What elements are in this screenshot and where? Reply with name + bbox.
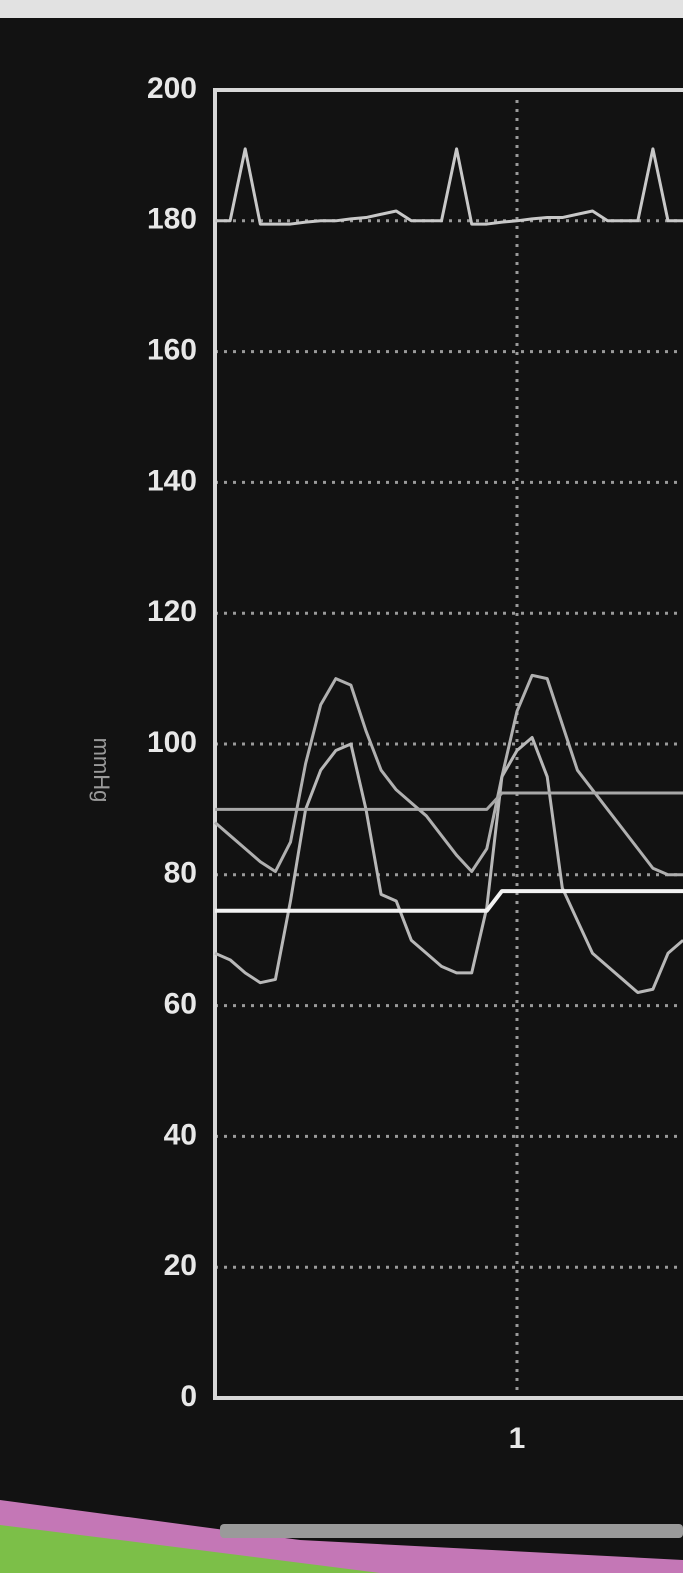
y-tick-label: 60 bbox=[164, 988, 197, 1021]
y-tick-label: 0 bbox=[180, 1380, 197, 1413]
line bbox=[215, 791, 683, 811]
line bbox=[214, 735, 683, 995]
decoration bbox=[0, 1525, 380, 1573]
axis-frame bbox=[213, 88, 683, 1400]
y-tick-label: 200 bbox=[147, 72, 197, 105]
y-tick-label: 120 bbox=[147, 595, 197, 628]
line bbox=[215, 889, 683, 913]
y-tick-label: 160 bbox=[147, 334, 197, 367]
line bbox=[214, 673, 683, 877]
screen bbox=[0, 18, 683, 1573]
y-tick-label: 100 bbox=[147, 726, 197, 759]
y-axis-label: mmHg bbox=[89, 738, 114, 803]
y-tick-label: 140 bbox=[147, 464, 197, 497]
y-tick-label: 180 bbox=[147, 203, 197, 236]
y-tick-label: 80 bbox=[164, 857, 197, 890]
y-tick-label: 40 bbox=[164, 1118, 197, 1151]
y-tick-label: 20 bbox=[164, 1249, 197, 1282]
scrollbar bbox=[220, 1524, 683, 1538]
line bbox=[215, 147, 683, 226]
x-tick-label: 1 bbox=[509, 1422, 526, 1455]
